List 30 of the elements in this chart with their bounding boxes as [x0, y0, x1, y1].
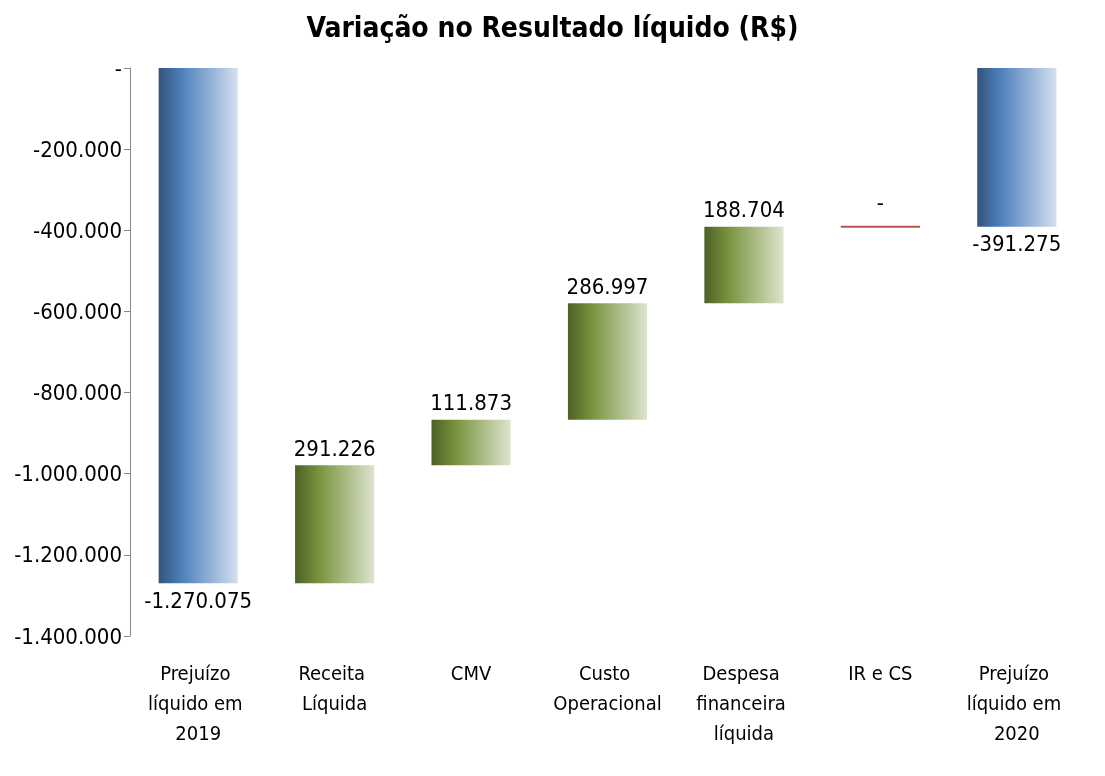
- y-tick-label: -: [114, 55, 122, 81]
- y-tick-label: -1.000.000: [14, 461, 122, 487]
- chart-title: Variação no Resultado líquido (R$): [306, 10, 799, 44]
- y-tick-label: -400.000: [33, 217, 122, 243]
- data-label: -1.270.075: [144, 587, 253, 613]
- data-label: 188.704: [703, 197, 785, 223]
- y-tick-label: -1.400.000: [14, 623, 122, 649]
- data-label: -391.275: [972, 231, 1062, 257]
- x-tick-label: Prejuízo líquido em 2019: [148, 661, 249, 745]
- bar: [977, 68, 1057, 227]
- bar: [567, 303, 648, 420]
- x-tick-label: CMV: [450, 661, 492, 685]
- bar: [158, 68, 238, 584]
- bar: [295, 465, 375, 584]
- y-tick-label: -200.000: [33, 136, 122, 162]
- x-tick-label: Prejuízo líquido em 2020: [966, 661, 1067, 745]
- x-tick-label: Custo Operacional: [553, 661, 662, 715]
- data-label: -: [876, 190, 884, 216]
- x-tick-label: Despesa financeira líquida: [696, 661, 792, 745]
- bar: [840, 225, 920, 228]
- y-tick-label: -800.000: [33, 380, 122, 406]
- data-label: 291.226: [293, 435, 376, 461]
- y-tick-label: -600.000: [33, 298, 122, 324]
- x-tick-label: Receita Líquida: [298, 661, 371, 715]
- data-label: 286.997: [566, 273, 649, 299]
- data-label: 111.873: [430, 390, 512, 416]
- bar: [704, 226, 784, 304]
- bar: [431, 419, 511, 466]
- y-tick-label: -1.200.000: [14, 542, 122, 568]
- x-tick-label: IR e CS: [848, 661, 913, 685]
